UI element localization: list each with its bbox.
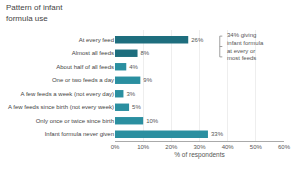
svg-text:26%: 26%: [191, 37, 204, 43]
svg-text:Infant formula never given: Infant formula never given: [45, 131, 114, 137]
svg-text:A few feeds a week (not every: A few feeds a week (not every day): [21, 91, 114, 97]
svg-text:8%: 8%: [141, 50, 150, 56]
svg-text:A few feeds since birth (not e: A few feeds since birth (not every week): [8, 104, 114, 110]
svg-text:4%: 4%: [129, 64, 138, 70]
svg-text:Almost all feeds: Almost all feeds: [72, 50, 114, 56]
svg-text:Pattern of infantformula use: Pattern of infantformula use: [6, 3, 63, 22]
svg-text:5%: 5%: [132, 104, 141, 110]
svg-text:One or two feeds a day: One or two feeds a day: [52, 77, 114, 83]
svg-text:60%: 60%: [278, 144, 291, 150]
svg-text:34% givinginfant formulaat eve: 34% givinginfant formulaat every ormost …: [227, 32, 264, 61]
svg-text:Only once or twice since birth: Only once or twice since birth: [36, 118, 114, 124]
svg-text:About half of all feeds: About half of all feeds: [56, 64, 114, 70]
svg-text:0%: 0%: [111, 144, 120, 150]
svg-text:3%: 3%: [126, 91, 135, 97]
svg-text:9%: 9%: [143, 77, 152, 83]
svg-text:50%: 50%: [250, 144, 263, 150]
svg-text:20%: 20%: [165, 144, 178, 150]
svg-text:10%: 10%: [146, 118, 159, 124]
svg-text:10%: 10%: [137, 144, 150, 150]
svg-text:% of respondents: % of respondents: [174, 151, 225, 159]
svg-text:40%: 40%: [222, 144, 235, 150]
svg-text:30%: 30%: [193, 144, 206, 150]
svg-text:At every feed: At every feed: [79, 37, 114, 43]
svg-text:33%: 33%: [211, 131, 224, 137]
